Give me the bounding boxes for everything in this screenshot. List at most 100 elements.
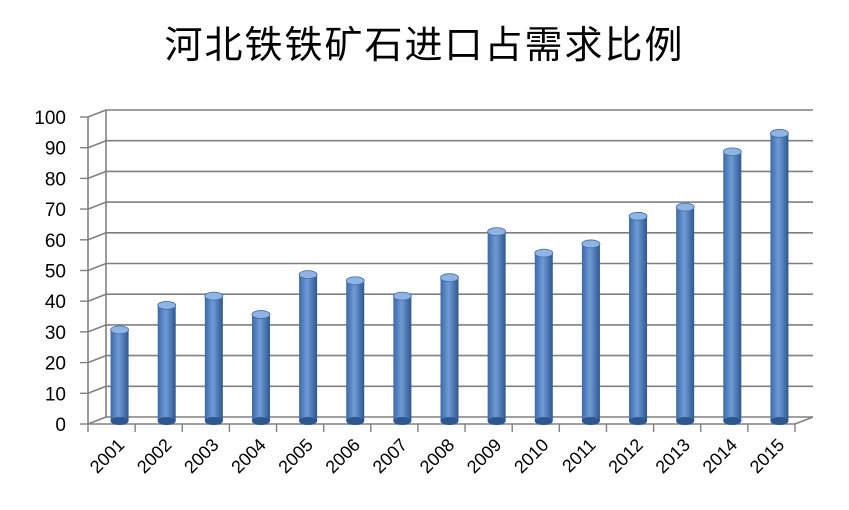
bar-body [440, 277, 459, 421]
bar-base [299, 417, 318, 425]
x-tick-label: 2004 [227, 435, 269, 477]
x-tick-label: 2011 [558, 435, 600, 477]
y-tick-label: 90 [45, 139, 66, 160]
gridline-side [87, 293, 107, 302]
bar-cap [628, 211, 648, 221]
bar-body [251, 314, 270, 421]
bar-cap [298, 270, 318, 280]
x-tick-label: 2009 [463, 435, 505, 477]
bar-cap [722, 147, 742, 157]
bar-base [204, 417, 223, 425]
bar-2014 [722, 147, 742, 425]
y-tick-label: 30 [45, 323, 66, 344]
bar-base [629, 417, 648, 425]
bar-body [629, 216, 648, 421]
x-tick-label: 2014 [699, 435, 741, 477]
gridline-side [87, 262, 107, 272]
gridline-side [87, 201, 107, 210]
x-tick-labels: 2001 2002 2003 2004 2005 2006 2007 2008 2009 2010… [86, 435, 788, 477]
bar-body [110, 329, 129, 421]
bar-2013 [675, 202, 695, 425]
bar-cap [581, 239, 601, 249]
x-tick-label: 2006 [322, 435, 364, 477]
bar-cap [204, 291, 224, 301]
bar-body [676, 207, 695, 421]
x-tick-label: 2015 [746, 435, 788, 477]
bar-2015 [770, 129, 789, 425]
x-tick-label: 2005 [274, 435, 316, 477]
gridlines [87, 109, 813, 425]
bar-body [204, 296, 223, 421]
bar-cap [770, 129, 789, 138]
bar-base [534, 417, 553, 425]
gridline-side [87, 139, 107, 149]
gridline-side [87, 416, 107, 425]
x-tick-label: 2012 [604, 435, 646, 477]
bar-2009 [487, 227, 507, 425]
x-tick-label: 2003 [180, 435, 222, 477]
bar-base [157, 417, 176, 425]
y-tick-label: 80 [45, 169, 66, 190]
y-tick-label: 0 [55, 415, 66, 436]
bar-base [251, 417, 270, 425]
bar-2006 [345, 276, 365, 425]
bar-body [770, 133, 789, 422]
bar-2004 [251, 310, 271, 425]
bars [110, 129, 789, 425]
bar-base [110, 417, 129, 425]
gridline-side [87, 232, 107, 241]
bar-body [346, 280, 365, 421]
bar-cap [157, 300, 177, 310]
bar-cap [251, 310, 271, 319]
y-tick-label: 10 [45, 384, 66, 405]
gridline-side [87, 170, 107, 180]
x-tick-label: 2013 [652, 435, 694, 477]
bar-body [581, 243, 600, 421]
y-tick-label: 60 [45, 231, 66, 252]
x-tick-label: 2001 [86, 435, 128, 477]
y-tick-labels: 0 10 20 30 40 50 60 70 80 90 100 [34, 108, 66, 436]
floor-edge [794, 416, 814, 425]
bar-cap [110, 325, 129, 335]
bar-cap [487, 227, 507, 237]
bar-base [770, 417, 789, 425]
y-tick-label: 70 [45, 200, 66, 221]
bar-cap [345, 276, 365, 286]
x-tick-label: 2010 [510, 435, 552, 477]
bar-base [487, 417, 506, 425]
gridline-side [87, 354, 107, 364]
bar-body [299, 274, 318, 421]
bar-2001 [110, 325, 129, 425]
x-tick-label: 2008 [416, 435, 458, 477]
bar-base [723, 417, 742, 425]
bar-cap [440, 273, 459, 283]
bar-2012 [628, 211, 648, 425]
bar-base [393, 417, 412, 425]
bar-body [487, 231, 506, 421]
bar-cap [534, 248, 554, 258]
bar-cap [392, 291, 412, 301]
x-tick-label: 2002 [133, 435, 175, 477]
y-tick-label: 50 [45, 262, 66, 283]
bar-base [676, 417, 695, 425]
bar-2011 [581, 239, 601, 425]
bar-2007 [392, 291, 412, 425]
bar-body [723, 151, 742, 421]
bar-2008 [440, 273, 459, 425]
bar-body [393, 296, 412, 421]
bar-2005 [298, 270, 318, 425]
bar-2010 [534, 248, 554, 425]
chart-title: 河北铁铁矿石进口占需求比例 [164, 23, 685, 67]
y-tick-label: 20 [45, 354, 66, 375]
bar-body [534, 253, 553, 421]
bar-cap [675, 202, 695, 212]
bar-base [440, 417, 459, 425]
bar-2003 [204, 291, 224, 425]
bar-2002 [157, 300, 177, 425]
gridline-side [87, 109, 107, 118]
bar-body [157, 305, 176, 421]
gridline-side [87, 385, 107, 395]
axes [80, 110, 814, 432]
x-tick-label: 2007 [369, 435, 411, 477]
